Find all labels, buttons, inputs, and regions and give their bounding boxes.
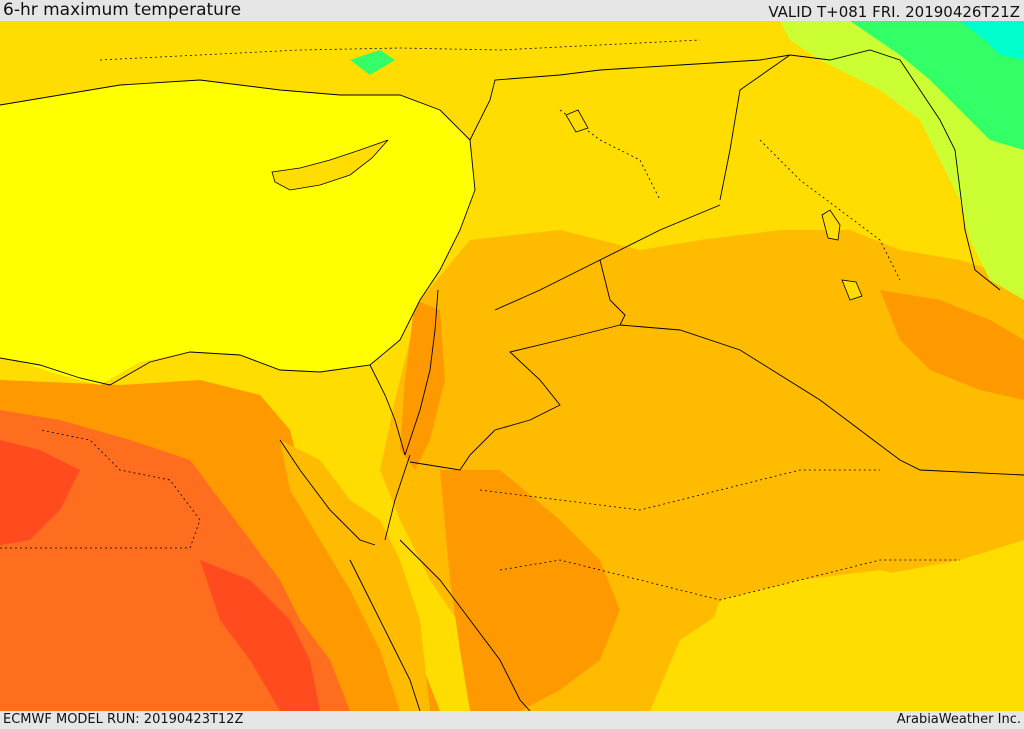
coastline-south <box>0 109 476 386</box>
header-bar: 6-hr maximum temperature VALID T+081 FRI… <box>0 0 1024 21</box>
temp-zone-iraq-orange <box>880 290 1024 400</box>
border-israel-egypt <box>369 364 406 456</box>
red-sea-east-coast <box>399 539 531 711</box>
temp-zone-turkey <box>0 21 1024 130</box>
temperature-map-svg <box>0 21 1024 711</box>
border-iraq-saudi <box>619 324 1024 476</box>
temp-zone-arabia-orange <box>440 470 620 711</box>
internal-boundary-iraq <box>759 139 901 281</box>
border-jordan-saudi <box>409 324 621 471</box>
model-run-label: ECMWF MODEL RUN: 20190423T12Z <box>3 712 244 727</box>
border-jordan-iraq <box>599 259 626 326</box>
gulf-of-aqaba <box>384 454 411 541</box>
temp-zone-nile-hot <box>200 560 320 711</box>
footer-bar: ECMWF MODEL RUN: 20190423T12Z ArabiaWeat… <box>0 711 1024 729</box>
temp-zone-sinai-lighter <box>280 440 430 711</box>
lake-razazza <box>841 279 863 301</box>
cyprus-island <box>271 139 389 191</box>
red-sea-west-coast <box>349 559 421 711</box>
temp-zone-south-yellow <box>680 570 1024 711</box>
temp-zone-north-east-green <box>850 21 1024 150</box>
internal-boundary-turkey <box>99 39 701 61</box>
temp-zone-egypt-very-hot <box>0 440 80 545</box>
border-israel-jordan <box>404 289 439 456</box>
internal-boundary-saudi-mid <box>499 559 960 601</box>
coastline-north <box>0 79 441 111</box>
border-iran-iraq <box>789 49 1001 291</box>
lake-tharthar <box>821 209 841 241</box>
credit-label: ArabiaWeather Inc. <box>896 712 1021 727</box>
temperature-map <box>0 21 1024 711</box>
temp-zone-coast-green <box>350 50 395 75</box>
internal-boundary-egypt <box>0 429 201 549</box>
gulf-of-suez <box>279 439 376 546</box>
border-syria-north <box>469 54 791 201</box>
map-title: 6-hr maximum temperature <box>3 0 242 20</box>
temp-zone-north-east-cyan <box>960 21 1024 60</box>
valid-time-label: VALID T+081 FRI. 20190426T21Z <box>768 3 1020 21</box>
lake-assad <box>565 109 589 133</box>
